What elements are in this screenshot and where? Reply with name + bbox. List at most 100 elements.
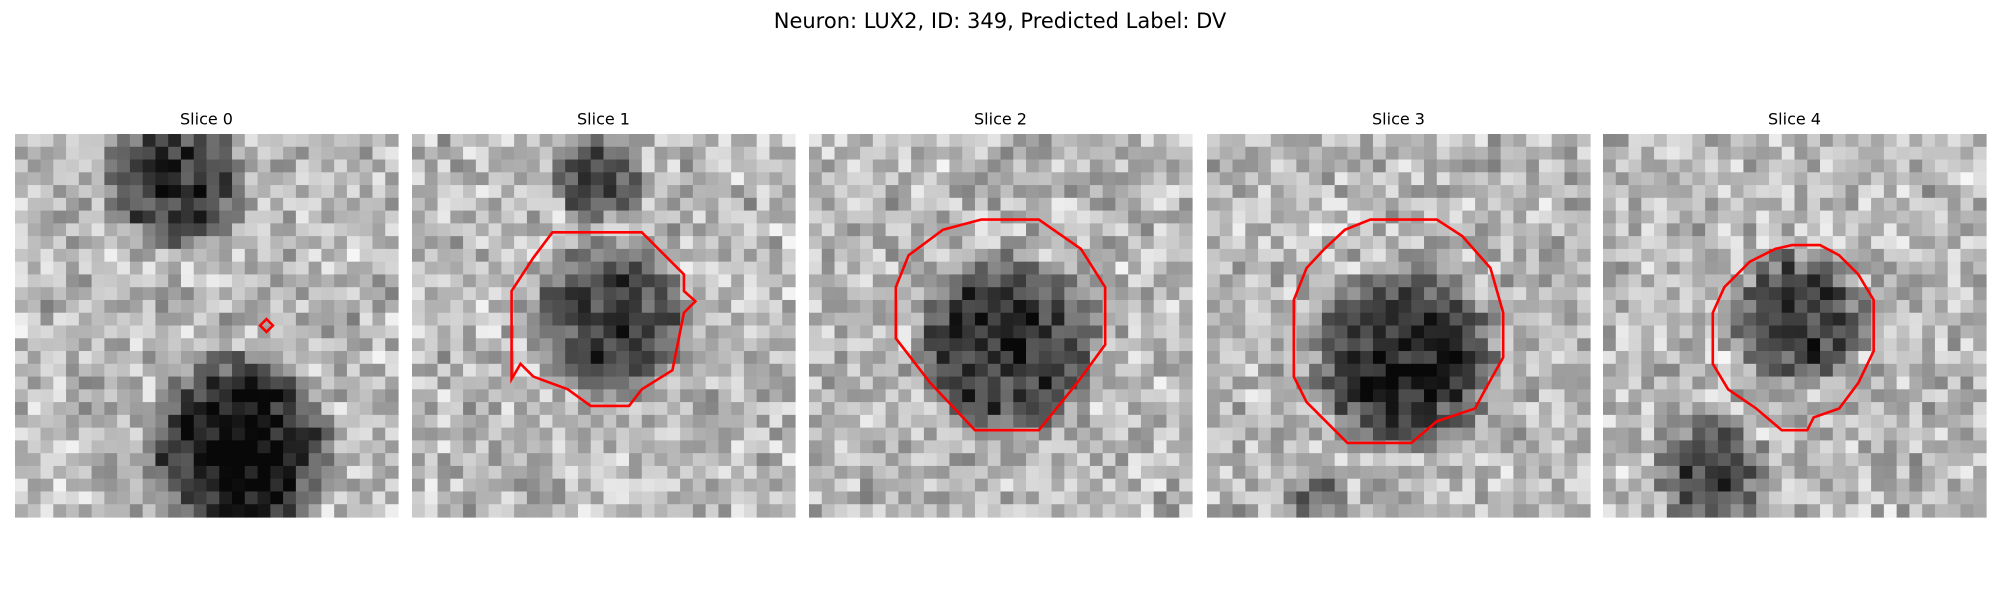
pixel — [1692, 363, 1706, 378]
pixel — [206, 440, 220, 454]
pixel — [1756, 504, 1770, 518]
pixel — [1781, 478, 1796, 493]
pixel — [359, 261, 374, 276]
pixel — [270, 197, 284, 212]
pixel — [1013, 134, 1027, 148]
pixel — [15, 312, 29, 327]
pixel — [1896, 299, 1910, 314]
pixel — [359, 312, 374, 327]
pixel — [834, 363, 848, 378]
pixel — [1500, 146, 1514, 161]
pixel — [1922, 414, 1936, 429]
pixel — [155, 440, 169, 454]
pixel — [1321, 363, 1336, 378]
pixel — [911, 478, 925, 493]
pixel — [308, 376, 322, 390]
pixel — [1807, 134, 1821, 148]
pixel — [923, 172, 938, 186]
pixel — [1564, 159, 1578, 173]
pixel — [743, 312, 758, 327]
pixel — [180, 312, 195, 327]
pixel — [219, 274, 233, 288]
pixel — [1768, 261, 1783, 276]
pixel — [232, 402, 246, 416]
pixel — [872, 504, 887, 518]
pixel — [219, 440, 233, 454]
pixel — [15, 172, 29, 186]
pixel — [603, 312, 617, 327]
pixel — [1666, 185, 1681, 199]
pixel — [334, 287, 348, 301]
pixel — [1258, 299, 1272, 314]
pixel — [577, 287, 592, 301]
pixel — [1064, 159, 1078, 173]
pixel — [834, 402, 848, 416]
pixel — [821, 440, 836, 454]
pixel — [1128, 363, 1142, 378]
pixel — [1000, 261, 1014, 276]
pixel — [782, 325, 796, 339]
pixel — [1038, 465, 1053, 480]
pixel — [1385, 389, 1400, 403]
pixel — [129, 197, 144, 212]
pixel — [1922, 504, 1936, 518]
pixel — [78, 172, 93, 186]
pixel — [565, 236, 579, 250]
pixel — [15, 376, 29, 390]
pixel — [15, 134, 29, 148]
pixel — [424, 414, 439, 429]
pixel — [1462, 287, 1476, 301]
pixel — [987, 236, 1002, 250]
pixel — [1513, 274, 1527, 288]
pixel — [1051, 389, 1065, 403]
pixel — [641, 491, 656, 505]
pixel — [577, 465, 592, 480]
pixel — [654, 414, 668, 429]
pixel — [1219, 453, 1234, 467]
pixel — [756, 185, 771, 199]
pixel — [705, 197, 719, 212]
pixel — [1207, 478, 1221, 493]
pixel — [1973, 440, 1987, 454]
pixel — [295, 338, 310, 352]
pixel — [437, 389, 451, 403]
pixel — [1679, 465, 1693, 480]
pixel — [1564, 299, 1578, 314]
pixel — [1500, 210, 1514, 224]
pixel — [821, 414, 836, 429]
pixel — [40, 236, 54, 250]
pixel — [308, 185, 322, 199]
pixel — [1166, 440, 1180, 454]
pixel — [219, 248, 233, 263]
pixel — [308, 261, 322, 276]
pixel — [244, 504, 259, 518]
pixel — [1115, 402, 1129, 416]
pixel — [1232, 287, 1246, 301]
pixel — [1128, 414, 1142, 429]
pixel — [514, 414, 528, 429]
pixel — [1615, 504, 1630, 518]
pixel — [616, 236, 630, 250]
pixel — [1038, 427, 1053, 441]
pixel — [91, 351, 105, 365]
pixel — [949, 465, 963, 480]
pixel — [53, 236, 67, 250]
pixel — [898, 159, 912, 173]
pixel — [1487, 185, 1502, 199]
pixel — [526, 197, 541, 212]
pixel — [1398, 134, 1412, 148]
pixel — [1232, 299, 1246, 314]
pixel — [1013, 287, 1027, 301]
pixel — [308, 197, 322, 212]
pixel — [1654, 299, 1668, 314]
pixel — [1321, 248, 1336, 263]
pixel — [514, 287, 528, 301]
pixel — [15, 453, 29, 467]
pixel — [1360, 248, 1374, 263]
pixel — [1717, 248, 1732, 263]
pixel — [1564, 414, 1578, 429]
pixel — [949, 236, 963, 250]
pixel — [437, 210, 451, 224]
pixel — [1564, 223, 1578, 237]
pixel — [1245, 159, 1259, 173]
